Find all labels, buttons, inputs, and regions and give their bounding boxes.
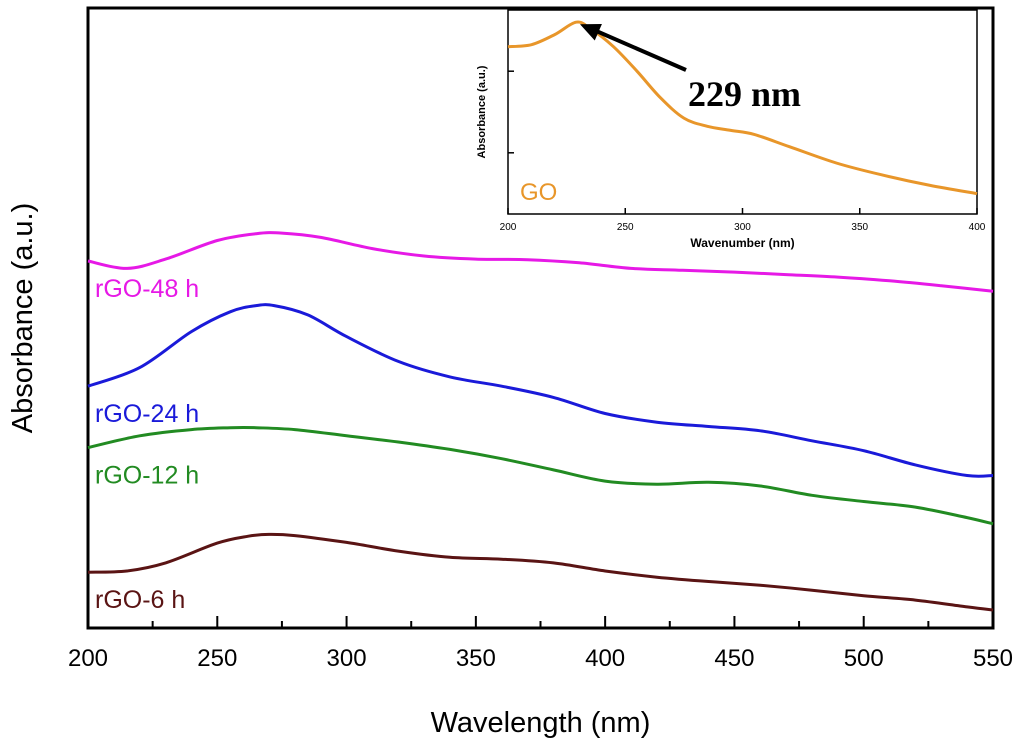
inset-x-tick-label: 300	[734, 222, 751, 233]
series-label: rGO-12 h	[95, 462, 199, 490]
inset-x-tick-label: 250	[617, 222, 634, 233]
inset-plot: 200 250 300 350 400 Wavenumber (nm) Absorbance…	[476, 9, 986, 250]
x-tick-label: 300	[327, 645, 367, 672]
x-tick-label: 450	[714, 645, 754, 672]
x-axis-label: Wavelength (nm)	[431, 707, 651, 739]
inset-x-tick-label: 400	[969, 222, 986, 233]
x-tick-label: 500	[844, 645, 884, 672]
series-line-rgo-48-h	[87, 231, 994, 293]
series-label: rGO-48 h	[95, 275, 199, 303]
annotation-arrow-head	[580, 23, 602, 41]
x-tick-label: 200	[68, 645, 108, 672]
series-line-go	[507, 20, 978, 196]
x-tick-label: 250	[197, 645, 237, 672]
series-line-rgo-12-h	[87, 425, 994, 526]
main-plot: 200 250 300 350 400 450 500 550 Wavelength (nm) A…	[7, 6, 1013, 739]
y-axis-label: Absorbance (a.u.)	[7, 203, 39, 434]
inset-series-label: GO	[520, 179, 557, 206]
series-label: rGO-24 h	[95, 400, 199, 428]
inset-x-tick-label: 350	[851, 222, 868, 233]
x-tick-label: 550	[973, 645, 1013, 672]
series-label: rGO-6 h	[95, 586, 185, 614]
series-line-rgo-24-h	[87, 303, 994, 478]
x-tick-label: 350	[456, 645, 496, 672]
inset-y-axis-label: Absorbance (a.u.)	[476, 65, 488, 158]
inset-x-tick-label: 200	[500, 222, 517, 233]
x-tick-label: 400	[585, 645, 625, 672]
annotation-229nm: 229 nm	[688, 74, 801, 114]
inset-x-axis-label: Wavenumber (nm)	[690, 236, 794, 250]
annotation-arrow-line	[589, 26, 687, 72]
series-line-rgo-6-h	[87, 532, 994, 612]
